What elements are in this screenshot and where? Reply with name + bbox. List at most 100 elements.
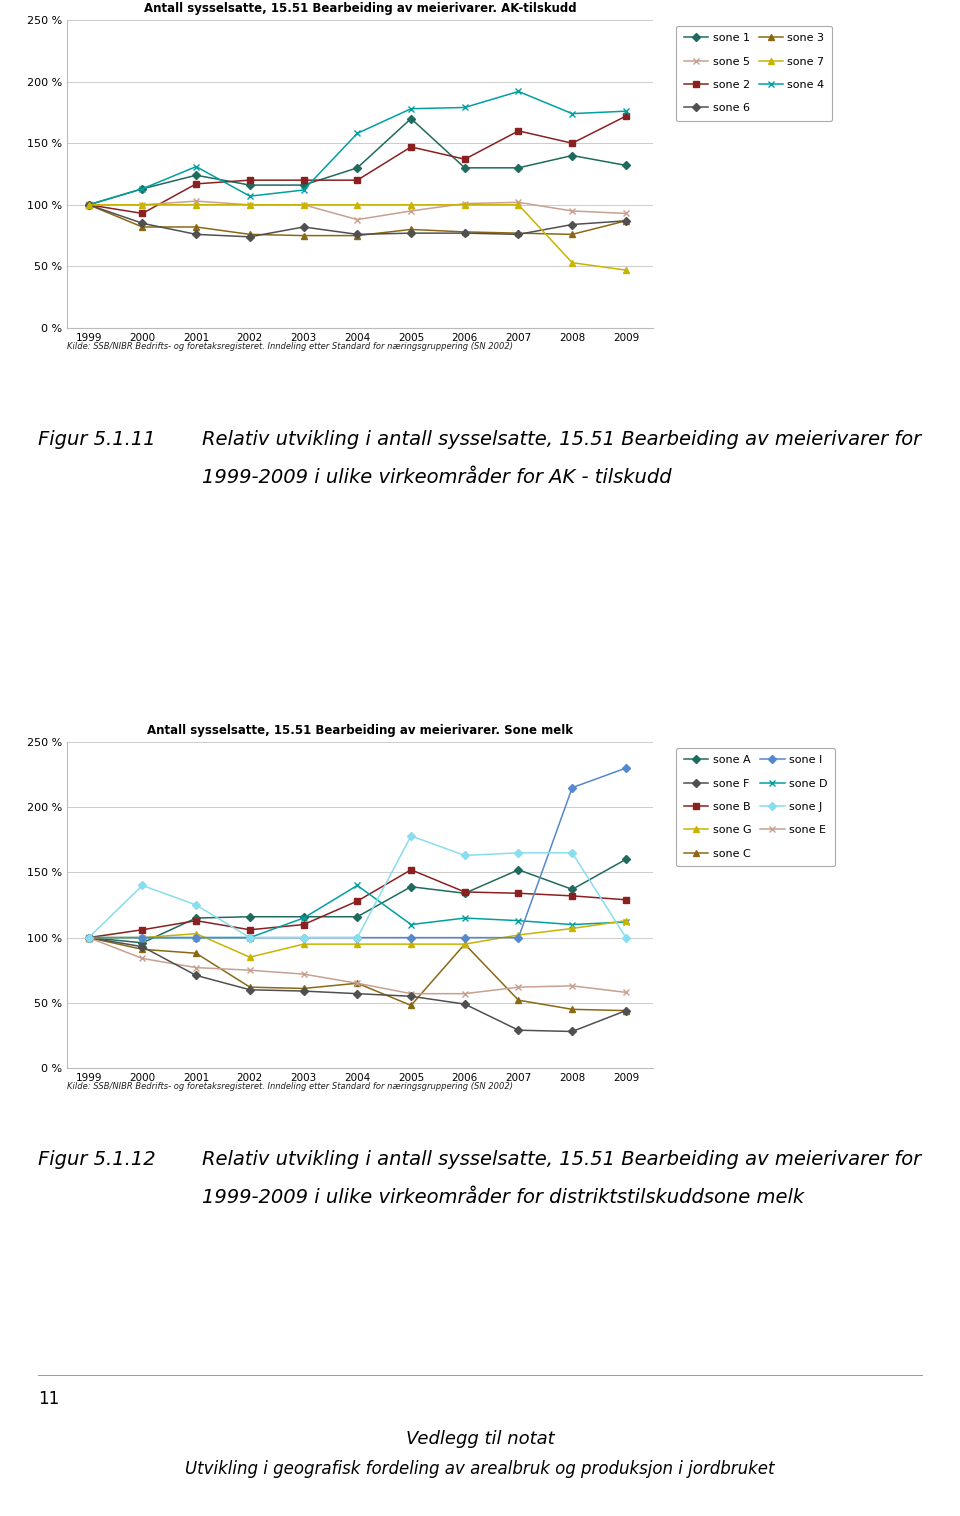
sone F	[405, 987, 417, 1005]
sone 4	[244, 186, 255, 205]
sone I	[136, 928, 148, 946]
sone 7	[244, 196, 255, 214]
sone J	[244, 928, 255, 946]
sone J	[83, 928, 94, 946]
sone 7	[566, 253, 578, 271]
sone B	[459, 882, 470, 901]
sone 6	[298, 218, 309, 236]
sone A	[405, 878, 417, 896]
Line: sone E: sone E	[85, 934, 629, 998]
sone I	[298, 928, 309, 946]
Line: sone 4: sone 4	[85, 88, 629, 208]
sone 2	[136, 205, 148, 223]
sone F	[298, 982, 309, 1001]
sone 3	[83, 196, 94, 214]
sone J	[459, 846, 470, 864]
Title: Antall sysselsatte, 15.51 Bearbeiding av meierivarer. Sone melk: Antall sysselsatte, 15.51 Bearbeiding av…	[147, 723, 573, 737]
sone B	[566, 887, 578, 905]
sone 1	[513, 159, 524, 177]
sone 1	[351, 159, 363, 177]
sone E	[405, 984, 417, 1002]
sone F	[459, 994, 470, 1013]
sone C	[190, 944, 202, 963]
sone 2	[298, 171, 309, 190]
sone 4	[351, 124, 363, 143]
sone D	[351, 876, 363, 894]
Line: sone 6: sone 6	[85, 202, 629, 240]
sone 4	[83, 196, 94, 214]
sone B	[513, 884, 524, 902]
sone 1	[190, 167, 202, 185]
Line: sone 5: sone 5	[85, 199, 629, 223]
sone D	[190, 928, 202, 946]
sone A	[136, 934, 148, 952]
sone D	[298, 910, 309, 928]
sone 3	[351, 226, 363, 244]
sone I	[244, 928, 255, 946]
sone 7	[405, 196, 417, 214]
sone 2	[83, 196, 94, 214]
sone C	[405, 996, 417, 1014]
sone I	[566, 779, 578, 797]
sone 2	[405, 138, 417, 156]
sone D	[136, 928, 148, 946]
sone 7	[136, 196, 148, 214]
sone D	[459, 910, 470, 928]
sone 1	[136, 180, 148, 199]
sone E	[298, 966, 309, 984]
sone D	[566, 916, 578, 934]
sone G	[190, 925, 202, 943]
sone 5	[351, 211, 363, 229]
Line: sone D: sone D	[85, 882, 629, 941]
sone 5	[298, 196, 309, 214]
sone E	[83, 928, 94, 946]
sone 5	[190, 193, 202, 211]
sone 4	[405, 100, 417, 118]
sone J	[405, 826, 417, 844]
Line: sone C: sone C	[85, 934, 629, 1014]
sone C	[513, 991, 524, 1010]
sone B	[244, 920, 255, 938]
sone C	[459, 935, 470, 954]
sone A	[298, 908, 309, 926]
sone E	[513, 978, 524, 996]
sone 4	[513, 82, 524, 100]
sone J	[136, 876, 148, 894]
sone F	[620, 1002, 632, 1020]
Line: sone 1: sone 1	[85, 115, 629, 208]
sone A	[459, 884, 470, 902]
sone D	[405, 916, 417, 934]
sone G	[566, 919, 578, 937]
sone G	[459, 935, 470, 954]
sone A	[620, 850, 632, 869]
Line: sone I: sone I	[85, 766, 629, 941]
sone 4	[298, 180, 309, 199]
sone E	[190, 958, 202, 976]
sone E	[566, 976, 578, 994]
sone 3	[136, 218, 148, 236]
sone 7	[513, 196, 524, 214]
Text: Kilde: SSB/NIBR Bedrifts- og foretaksregisteret. Inndeling etter Standard for næ: Kilde: SSB/NIBR Bedrifts- og foretaksreg…	[67, 1082, 514, 1092]
sone J	[513, 844, 524, 863]
sone 7	[298, 196, 309, 214]
sone 6	[405, 224, 417, 243]
sone C	[351, 975, 363, 993]
sone 4	[459, 99, 470, 117]
sone I	[620, 760, 632, 778]
sone 3	[620, 212, 632, 230]
sone 7	[351, 196, 363, 214]
sone 5	[244, 196, 255, 214]
sone A	[244, 908, 255, 926]
sone G	[244, 948, 255, 966]
sone D	[513, 911, 524, 929]
sone 5	[459, 194, 470, 212]
sone 2	[620, 108, 632, 126]
sone F	[83, 928, 94, 946]
sone 6	[459, 224, 470, 243]
sone I	[513, 928, 524, 946]
sone B	[351, 891, 363, 910]
sone D	[83, 928, 94, 946]
sone B	[298, 916, 309, 934]
sone F	[244, 981, 255, 999]
Text: Relativ utvikling i antall sysselsatte, 15.51 Bearbeiding av meierivarer for: Relativ utvikling i antall sysselsatte, …	[202, 431, 921, 449]
